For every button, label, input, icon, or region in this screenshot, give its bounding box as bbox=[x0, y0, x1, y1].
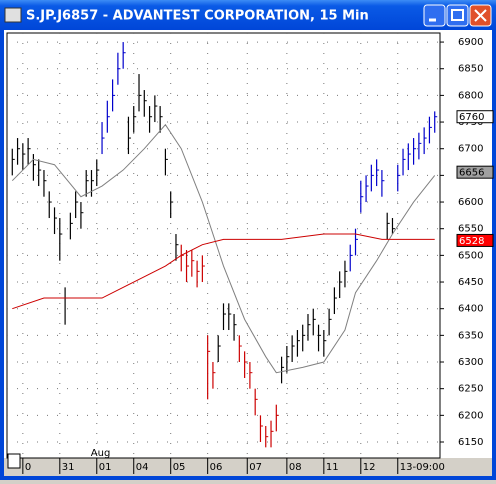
maximize-button[interactable] bbox=[446, 4, 469, 27]
y-tick-label: 6550 bbox=[458, 224, 483, 235]
x-tick-label: 08 bbox=[289, 462, 302, 473]
x-tick-label: 31 bbox=[62, 462, 75, 473]
app-icon[interactable] bbox=[4, 7, 22, 23]
title-bar bbox=[0, 0, 496, 30]
moving-average bbox=[11, 123, 436, 374]
y-tick-label: 6200 bbox=[458, 410, 483, 421]
x-tick-label: 13-09:00 bbox=[400, 462, 445, 473]
price-label-box bbox=[456, 110, 494, 124]
plot-frame bbox=[6, 32, 441, 459]
window-title: S.JP.J6857 - ADVANTEST CORPORATION, 15 M… bbox=[26, 9, 369, 24]
price-label-box bbox=[456, 165, 494, 179]
x-tick-label: 05 bbox=[173, 462, 186, 473]
y-tick-label: 6450 bbox=[458, 277, 483, 288]
x-tick-label: 12 bbox=[363, 462, 376, 473]
y-tick-label: 6400 bbox=[458, 304, 483, 315]
time-axis bbox=[4, 458, 492, 476]
x-tick-label: 11 bbox=[326, 462, 339, 473]
x-tick-label: 01 bbox=[99, 462, 112, 473]
y-tick-label: 6500 bbox=[458, 250, 483, 261]
y-tick-label: 6900 bbox=[458, 37, 483, 48]
chart-area bbox=[4, 30, 492, 476]
x-tick-label: 07 bbox=[249, 462, 262, 473]
y-tick-label: 6600 bbox=[458, 197, 483, 208]
moving-average bbox=[12, 233, 435, 310]
x-tick-label: 04 bbox=[136, 462, 149, 473]
minimize-button[interactable] bbox=[423, 4, 446, 27]
x-annotation: Aug bbox=[91, 448, 111, 459]
price-label-box bbox=[456, 233, 494, 247]
y-tick-label: 6800 bbox=[458, 90, 483, 101]
price-label: 6760 bbox=[459, 112, 484, 123]
price-label: 6656 bbox=[459, 168, 484, 179]
y-tick-label: 6700 bbox=[458, 144, 483, 155]
x-tick-label: 06 bbox=[210, 462, 223, 473]
y-tick-label: 6850 bbox=[458, 64, 483, 75]
y-tick-label: 6250 bbox=[458, 384, 483, 395]
y-tick-label: 6350 bbox=[458, 330, 483, 341]
x-tick-label: 0 bbox=[25, 462, 31, 473]
price-label: 6528 bbox=[459, 236, 484, 247]
y-tick-label: 6300 bbox=[458, 357, 483, 368]
scroll-box[interactable] bbox=[7, 453, 21, 469]
y-tick-label: 6150 bbox=[458, 437, 483, 448]
